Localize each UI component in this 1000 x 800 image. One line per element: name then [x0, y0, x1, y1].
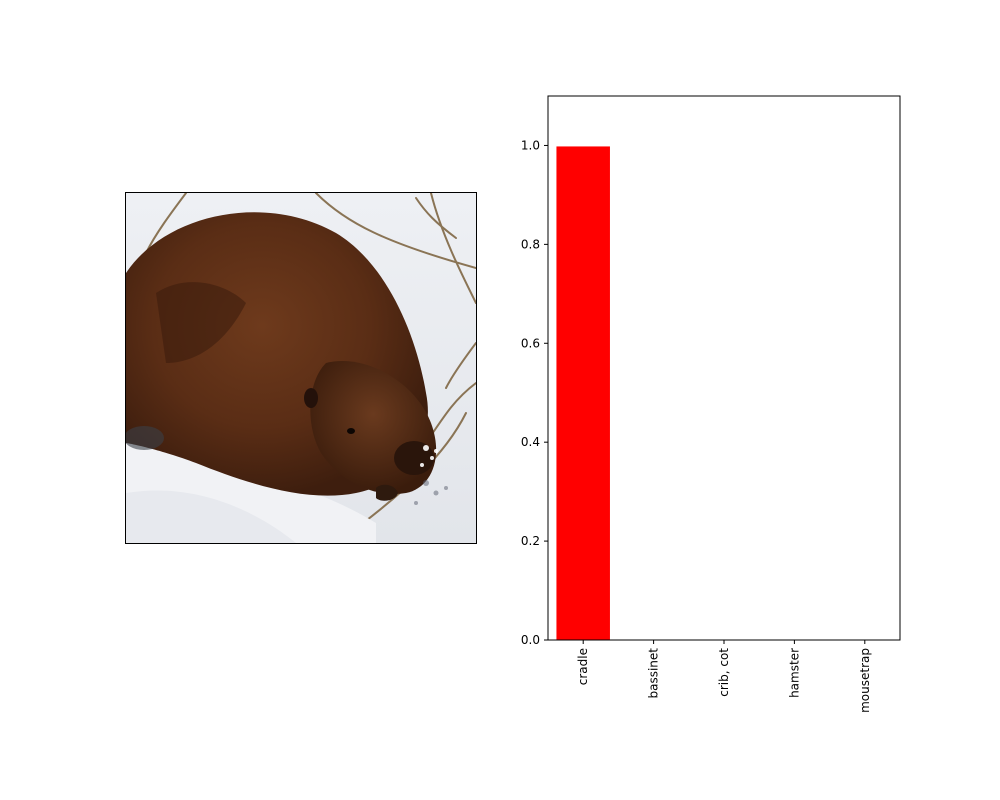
- x-tick-label: bassinet: [647, 648, 661, 699]
- bar-0: [556, 146, 610, 640]
- y-tick-label: 0.6: [521, 336, 540, 350]
- plot-frame: [547, 95, 901, 641]
- y-tick-label: 0.0: [521, 633, 540, 647]
- y-tick-label: 0.4: [521, 435, 540, 449]
- x-tick-label: cradle: [576, 648, 590, 685]
- y-tick-label: 1.0: [521, 138, 540, 152]
- x-tick-label: crib, cot: [717, 648, 731, 697]
- beaver-photo: [126, 193, 476, 543]
- y-tick-label: 0.8: [521, 237, 540, 251]
- input-image: [125, 192, 477, 544]
- x-tick-label: mousetrap: [858, 648, 872, 713]
- x-tick-label: hamster: [787, 648, 801, 698]
- y-tick-label: 0.2: [521, 534, 540, 548]
